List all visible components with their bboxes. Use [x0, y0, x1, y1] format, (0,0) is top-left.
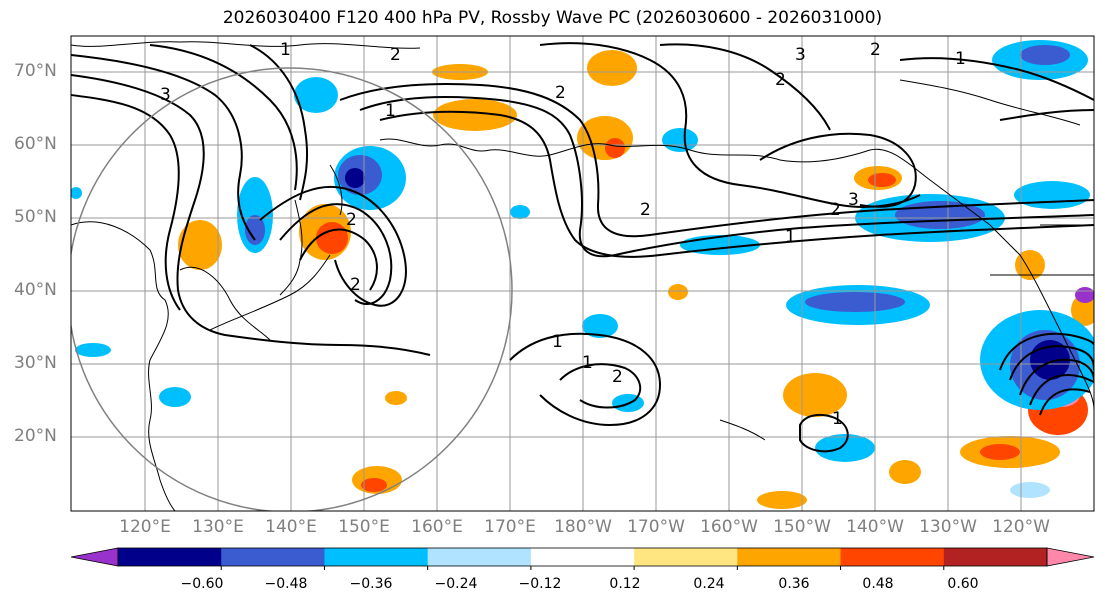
svg-text:1: 1 — [385, 101, 396, 121]
colorbar-tick: −0.12 — [518, 576, 562, 592]
colorbar-tick: −0.24 — [434, 576, 478, 592]
svg-text:1: 1 — [552, 332, 563, 352]
colorbar-extend-min — [70, 547, 119, 567]
svg-text:2: 2 — [775, 70, 786, 90]
colorbar-frame — [117, 547, 1048, 567]
anomaly-shading — [71, 40, 1094, 509]
reference-circle — [71, 67, 513, 511]
colorbar-segment — [324, 548, 429, 566]
lon-label-150w: 150°W — [773, 517, 831, 537]
colorbar-segment — [840, 548, 945, 566]
colorbar — [70, 547, 1095, 570]
lat-label-60n: 60°N — [14, 134, 57, 154]
colorbar-segment — [118, 548, 222, 566]
graticule — [71, 36, 1094, 511]
colorbar-tick: 0.48 — [862, 576, 894, 592]
lat-label-20n: 20°N — [14, 426, 57, 446]
colorbar-tick: 0.36 — [778, 576, 810, 592]
lon-label-120w: 120°W — [992, 517, 1050, 537]
svg-text:2: 2 — [350, 275, 361, 295]
lon-label-140e: 140°E — [265, 517, 317, 537]
colorbar-tick: 0.60 — [947, 576, 979, 592]
lat-label-30n: 30°N — [14, 353, 57, 373]
colorbar-segment — [634, 548, 738, 566]
pv-contours — [71, 42, 1094, 453]
lon-label-120e: 120°E — [119, 517, 171, 537]
svg-text:2: 2 — [830, 200, 841, 220]
colorbar-segment — [530, 548, 635, 566]
coastlines — [71, 41, 1094, 511]
lon-label-150e: 150°E — [338, 517, 390, 537]
svg-text:2: 2 — [870, 40, 881, 60]
map-title: 2026030400 F120 400 hPa PV, Rossby Wave … — [222, 8, 883, 28]
svg-text:1: 1 — [280, 40, 291, 60]
colorbar-tick: −0.48 — [264, 576, 308, 592]
colorbar-tick: 0.24 — [693, 576, 725, 592]
lat-label-70n: 70°N — [14, 61, 57, 81]
lon-label-170w: 170°W — [627, 517, 685, 537]
colorbar-segment — [427, 548, 532, 566]
svg-text:2: 2 — [555, 83, 566, 103]
colorbar-segment — [943, 548, 1048, 566]
contour-labels: 1 2 3 1 2 3 2 1 2 2 1 2 3 1 1 2 1 2 2 — [160, 40, 966, 429]
svg-text:3: 3 — [848, 190, 859, 210]
colorbar-tick: −0.36 — [349, 576, 393, 592]
lon-label-130e: 130°E — [192, 517, 244, 537]
svg-text:2: 2 — [640, 200, 651, 220]
svg-text:1: 1 — [582, 353, 593, 373]
lon-label-180w: 180°W — [554, 517, 612, 537]
lon-label-140w: 140°W — [846, 517, 904, 537]
colorbar-segment — [221, 548, 325, 566]
svg-text:2: 2 — [612, 367, 623, 387]
colorbar-tick: −0.60 — [180, 576, 224, 592]
lon-label-170e: 170°E — [484, 517, 536, 537]
lon-label-160w: 160°W — [700, 517, 758, 537]
svg-text:2: 2 — [390, 45, 401, 65]
lat-label-50n: 50°N — [14, 207, 57, 227]
svg-text:1: 1 — [785, 227, 796, 247]
lon-label-130w: 130°W — [919, 517, 977, 537]
colorbar-tick: 0.12 — [609, 576, 641, 592]
svg-text:1: 1 — [832, 409, 843, 429]
colorbar-extend-max — [1046, 547, 1095, 567]
lat-label-40n: 40°N — [14, 280, 57, 300]
svg-text:3: 3 — [795, 45, 806, 65]
svg-text:3: 3 — [160, 85, 171, 105]
svg-text:2: 2 — [346, 210, 357, 230]
map-frame — [70, 35, 1095, 512]
lon-label-160e: 160°E — [411, 517, 463, 537]
colorbar-segment — [737, 548, 842, 566]
svg-text:1: 1 — [955, 49, 966, 69]
